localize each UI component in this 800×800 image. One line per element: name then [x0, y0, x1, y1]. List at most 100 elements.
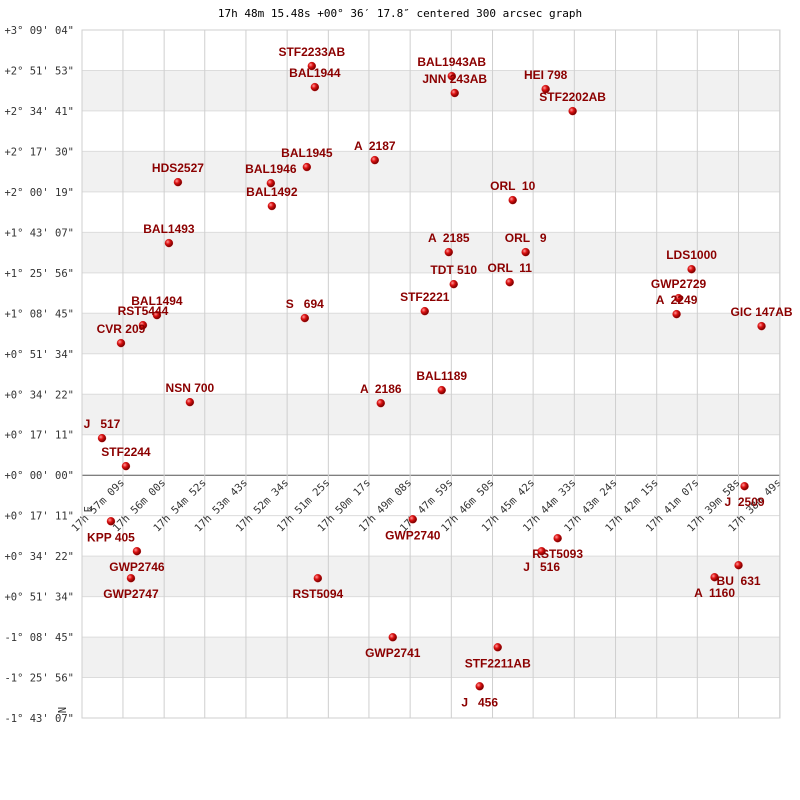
star-point: [537, 547, 546, 556]
y-tick-label: +3° 09' 04": [4, 25, 74, 37]
star-point: [132, 547, 142, 556]
grid-band: [82, 151, 780, 192]
star-point: [126, 574, 136, 583]
grid-band: [82, 637, 780, 678]
star-point: [674, 294, 683, 303]
star-point: [106, 517, 116, 526]
star-point: [121, 462, 131, 471]
star-label: GWP2741: [365, 646, 421, 660]
star-label: A 1160: [694, 586, 735, 600]
y-tick-label: +2° 00' 19": [4, 187, 74, 199]
y-tick-label: +0° 34' 22": [4, 389, 74, 401]
star-label: GIC 147AB: [731, 305, 793, 319]
star-label: ORL 10: [490, 179, 535, 193]
star-label: J 517: [84, 417, 121, 431]
star-point: [521, 247, 530, 257]
y-tick-label: +1° 25' 56": [4, 268, 74, 280]
star-label: RST5094: [292, 587, 343, 601]
star-point: [138, 321, 148, 330]
star-point: [449, 280, 458, 289]
star-label: BAL1492: [246, 185, 298, 199]
grid-band: [82, 70, 780, 111]
star-point: [508, 195, 517, 205]
star-point: [475, 682, 484, 691]
grid-band: [82, 556, 780, 597]
star-label: J 516: [523, 560, 560, 574]
star-point: [313, 574, 322, 583]
x-axis-label: E: [83, 506, 95, 512]
star-point: [267, 201, 277, 211]
star-label: BAL1189: [416, 369, 467, 383]
y-tick-label: +2° 51' 53": [4, 65, 74, 77]
star-point: [266, 179, 275, 188]
star-label: ORL 11: [487, 261, 532, 275]
y-tick-label: +1° 08' 45": [4, 308, 74, 320]
chart-title: 17h 48m 15.48s +00° 36′ 17.8″ centered 3…: [218, 7, 582, 20]
star-point: [302, 162, 311, 172]
star-point: [185, 398, 195, 407]
y-tick-label: +0° 17' 11": [4, 430, 74, 442]
star-label: STF2244: [101, 445, 151, 459]
star-point: [568, 106, 577, 116]
star-point: [687, 265, 696, 274]
y-tick-label: +0° 00' 00": [4, 470, 74, 482]
star-point: [420, 307, 429, 316]
grid-band: [82, 313, 780, 354]
star-label: A 2185: [428, 231, 470, 245]
star-label: RST5444: [118, 304, 169, 318]
star-point: [447, 71, 456, 81]
star-point: [444, 247, 453, 257]
grid-band: [82, 394, 780, 435]
star-label: J 456: [461, 695, 498, 709]
star-point: [152, 310, 162, 320]
star-point: [437, 385, 446, 395]
star-label: JNN 243AB: [422, 72, 487, 86]
star-point: [450, 88, 459, 98]
star-point: [672, 309, 681, 319]
star-label: ORL 9: [505, 231, 547, 245]
star-label: BAL1946: [245, 162, 297, 176]
star-point: [310, 82, 319, 92]
star-label: BAL1944: [289, 66, 341, 80]
star-point: [408, 515, 417, 524]
star-label: GWP2747: [103, 587, 159, 601]
star-label: BU 631: [717, 574, 761, 588]
grid-band: [82, 232, 780, 273]
star-label: BAL1493: [143, 222, 195, 236]
y-tick-label: +2° 34' 41": [4, 106, 74, 118]
y-tick-label: +0° 51' 34": [4, 349, 74, 361]
star-label: A 2249: [656, 293, 698, 307]
star-point: [370, 155, 379, 165]
y-tick-label: +0° 17' 11": [4, 511, 74, 523]
star-point: [164, 238, 174, 248]
y-tick-label: +0° 51' 34": [4, 592, 74, 604]
y-axis-label: N: [55, 707, 67, 713]
y-tick-label: -1° 25' 56": [4, 673, 74, 685]
star-point: [505, 278, 514, 287]
star-label: STF2221: [400, 290, 450, 304]
star-label: HDS2527: [152, 161, 204, 175]
star-point: [307, 61, 316, 71]
star-point: [740, 482, 749, 491]
star-label: STF2233AB: [278, 45, 345, 59]
star-label: A 2187: [354, 139, 396, 153]
star-point: [710, 573, 719, 582]
star-label: BAL1494: [131, 294, 183, 308]
star-label: KPP 405: [87, 530, 135, 544]
star-point: [97, 434, 107, 443]
y-tick-label: +0° 34' 22": [4, 551, 74, 563]
star-label: GWP2746: [109, 560, 165, 574]
star-point: [300, 313, 309, 323]
star-point: [173, 178, 183, 187]
star-label: GWP2740: [385, 528, 441, 542]
star-label: J 2509: [725, 495, 765, 509]
star-point: [553, 534, 562, 543]
star-label: A 2186: [360, 382, 402, 396]
star-point: [734, 561, 743, 570]
star-point: [493, 643, 502, 652]
star-label: BAL1943AB: [417, 55, 486, 69]
star-label: TDT 510: [430, 263, 477, 277]
y-tick-label: -1° 43' 07": [4, 713, 74, 725]
star-point: [376, 398, 385, 408]
